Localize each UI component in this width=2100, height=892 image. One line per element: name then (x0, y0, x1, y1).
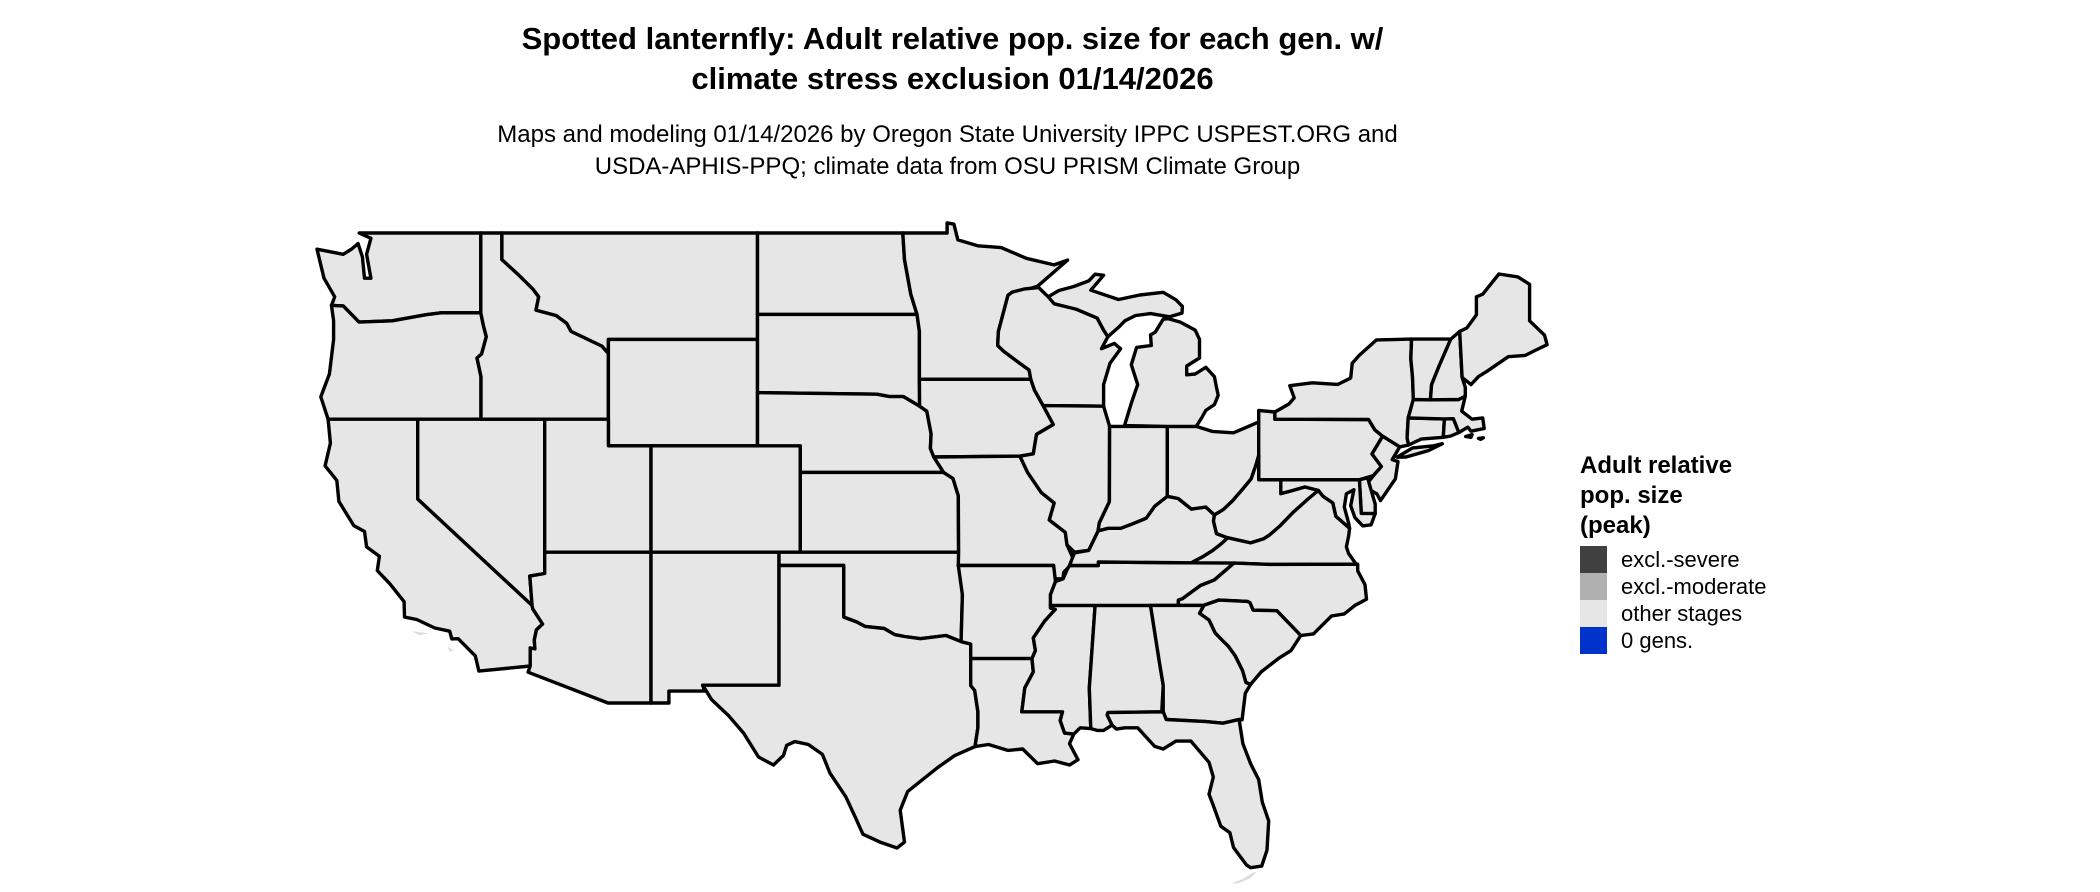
legend-swatch-3 (1580, 627, 1607, 654)
state-kansas (798, 470, 961, 554)
map-legend: Adult relative pop. size (peak) excl.-se… (1580, 451, 1767, 654)
legend-item-excl-moderate: excl.-moderate (1580, 573, 1767, 600)
state-texas (701, 563, 980, 850)
state-florida-keys (1231, 871, 1257, 884)
figure-title: Spotted lanternfly: Adult relative pop. … (0, 19, 1905, 99)
state-nantucket (1476, 436, 1486, 442)
legend-title-line2: pop. size (1580, 482, 1683, 509)
legend-title-line1: Adult relative (1580, 452, 1733, 479)
legend-items: excl.-severe excl.-moderate other stages 0 … (1580, 546, 1767, 654)
state-colorado (649, 444, 802, 554)
legend-swatch-2 (1580, 600, 1607, 627)
state-channel-islands-south (447, 646, 454, 652)
figure-title-line2: climate stress exclusion 01/14/2026 (691, 61, 1214, 96)
state-new-jersey (1362, 434, 1402, 503)
state-connecticut (1405, 416, 1447, 447)
legend-swatch-0 (1580, 546, 1607, 573)
legend-item-label: other stages (1621, 600, 1743, 626)
legend-item-label: excl.-moderate (1621, 573, 1767, 599)
state-long-island (1395, 442, 1445, 459)
state-arizona (526, 550, 653, 705)
state-massachusetts (1406, 394, 1486, 435)
state-oregon (319, 303, 488, 421)
figure-subtitle-line2: USDA-APHIS-PPQ; climate data from OSU PR… (594, 153, 1301, 180)
state-maine (1457, 272, 1549, 387)
state-wisconsin (996, 285, 1123, 408)
legend-title-line3: (peak) (1580, 512, 1651, 539)
state-marthas-vineyard (1463, 432, 1474, 439)
legend-title: Adult relative pop. size (peak) (1580, 451, 1767, 541)
state-channel-islands-north (411, 631, 429, 636)
legend-item-other-stages: other stages (1580, 600, 1767, 627)
legend-item-label: excl.-severe (1621, 546, 1740, 572)
state-north-dakota (755, 231, 919, 317)
state-wyoming (606, 337, 760, 448)
figure-title-line1: Spotted lanternfly: Adult relative pop. … (521, 21, 1384, 56)
state-new-mexico (649, 550, 781, 705)
state-florida (1105, 710, 1271, 870)
state-michigan-upper (1046, 272, 1185, 339)
figure-subtitle: Maps and modeling 01/14/2026 by Oregon S… (0, 119, 1895, 183)
legend-item-excl-severe: excl.-severe (1580, 546, 1767, 573)
legend-item-label: 0 gens. (1621, 627, 1694, 653)
figure-subtitle-line1: Maps and modeling 01/14/2026 by Oregon S… (497, 121, 1398, 148)
state-michigan-lower (1122, 317, 1220, 429)
legend-item-0-gens: 0 gens. (1580, 627, 1767, 654)
state-virginia (1189, 488, 1358, 567)
legend-swatch-1 (1580, 573, 1607, 600)
